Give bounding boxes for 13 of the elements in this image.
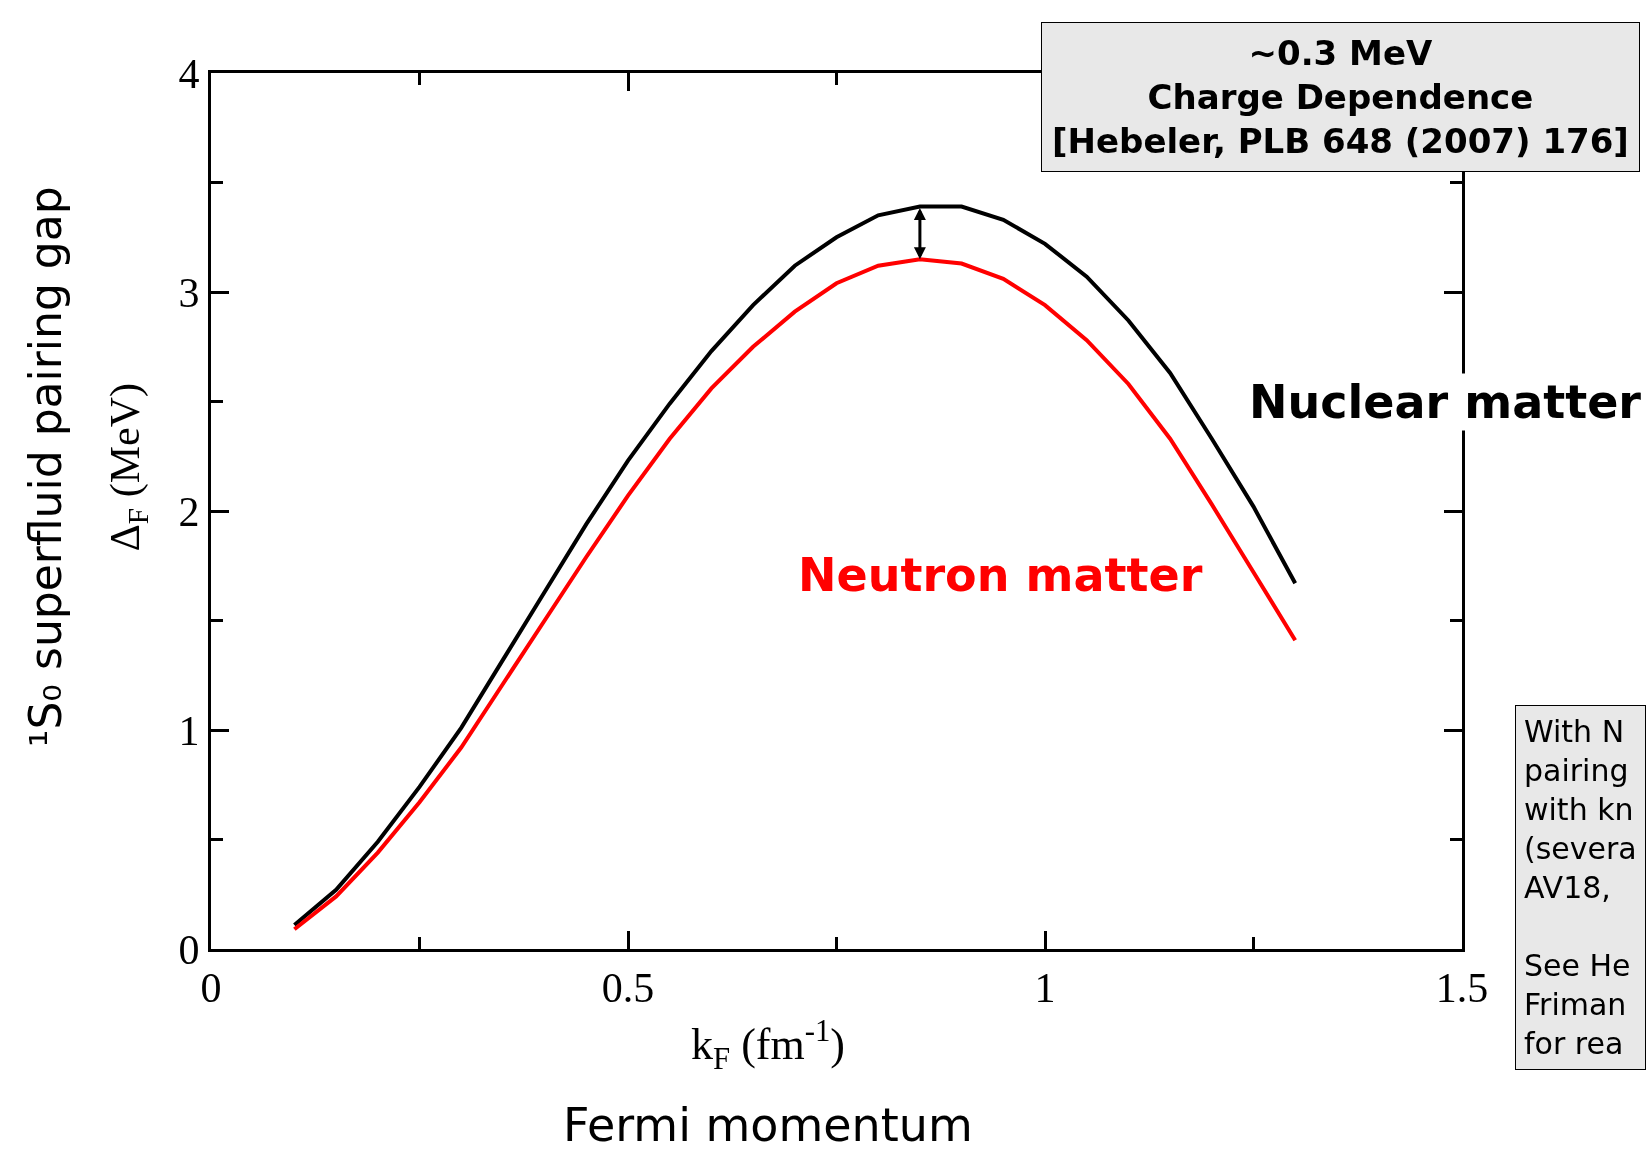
x-tick-label: 1 [1034,965,1056,1012]
y-tick-label: 1 [178,707,200,754]
series-label: Nuclear matter [1249,375,1642,429]
y-tick-label: 4 [178,50,200,97]
y-tick-label: 2 [178,488,200,535]
text: With N pairing with kn (severa AV18, See He Friman for rea [1524,714,1637,1061]
y-tick-label: 0 [178,926,200,973]
series-label: Neutron matter [798,548,1203,602]
x-tick-label: 0.5 [601,965,655,1012]
x-axis-title: k$_{F}$ (fm$^{-1}$) Fermi momentum [563,1014,973,1152]
annotation: ~0.3 MeV Charge Dependence [Hebeler, PLB 648 (2007) 176] [1052,33,1629,162]
x-tick-label: 1.5 [1435,965,1489,1012]
y-tick-label: 3 [178,269,200,316]
